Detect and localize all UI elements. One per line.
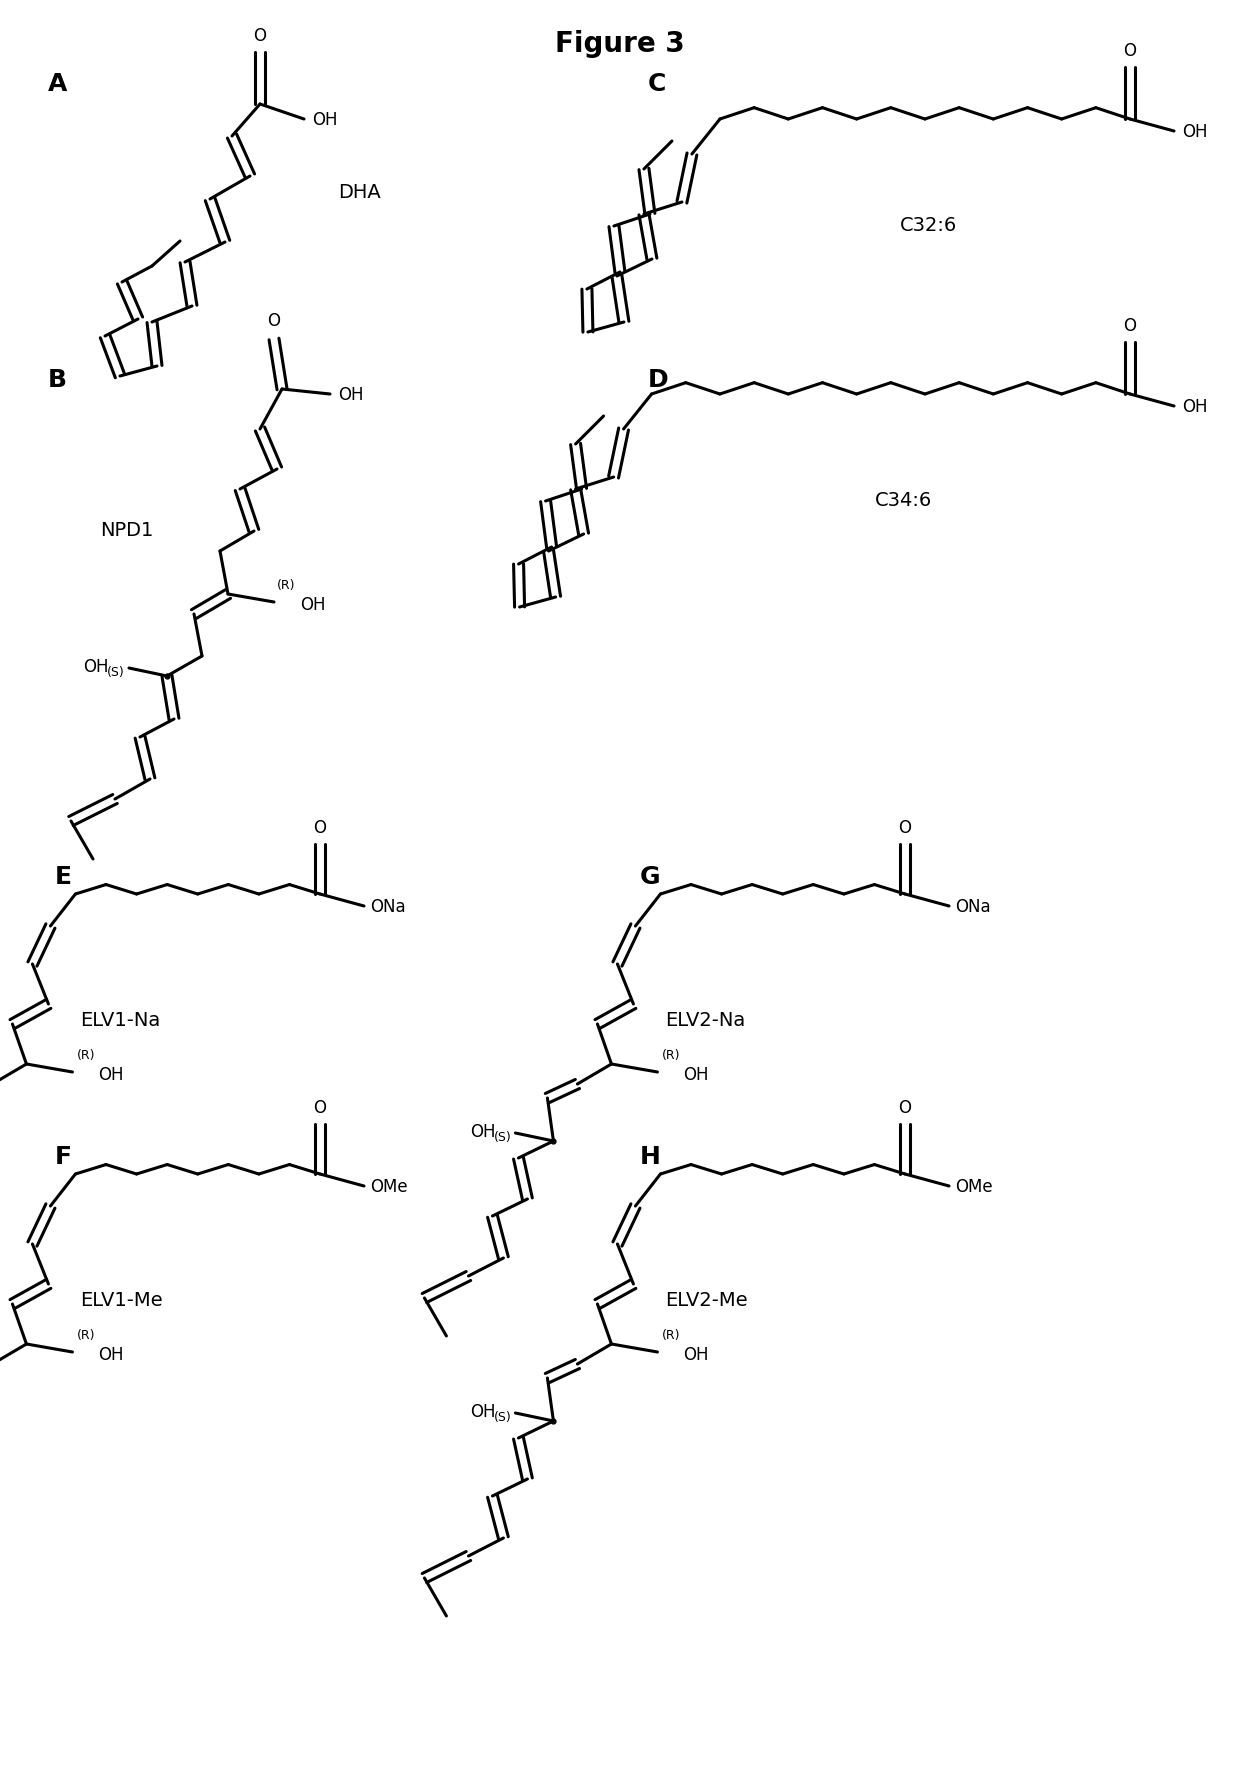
Text: C: C — [649, 72, 666, 97]
Text: OH: OH — [470, 1403, 496, 1420]
Text: NPD1: NPD1 — [100, 521, 154, 538]
Text: OH: OH — [98, 1066, 124, 1084]
Text: OH: OH — [83, 658, 109, 676]
Text: OMe: OMe — [370, 1177, 408, 1195]
Text: OH: OH — [1182, 397, 1208, 415]
Text: OH: OH — [339, 386, 363, 404]
Text: ELV2-Me: ELV2-Me — [665, 1290, 748, 1310]
Text: O: O — [1123, 41, 1137, 61]
Text: C32:6: C32:6 — [900, 215, 957, 234]
Text: OH: OH — [683, 1345, 709, 1363]
Text: ONa: ONa — [955, 898, 991, 916]
Text: O: O — [253, 27, 267, 45]
Text: OH: OH — [683, 1066, 709, 1084]
Text: O: O — [314, 819, 326, 837]
Text: ELV1-Me: ELV1-Me — [81, 1290, 162, 1310]
Text: (S): (S) — [494, 1410, 511, 1424]
Text: (S): (S) — [494, 1131, 511, 1143]
Text: D: D — [649, 369, 668, 392]
Text: ELV1-Na: ELV1-Na — [81, 1011, 160, 1029]
Text: OH: OH — [300, 596, 325, 614]
Text: OH: OH — [1182, 123, 1208, 141]
Text: DHA: DHA — [339, 182, 381, 202]
Text: (R): (R) — [77, 1048, 95, 1061]
Text: O: O — [268, 311, 280, 329]
Text: B: B — [48, 369, 67, 392]
Text: ELV2-Na: ELV2-Na — [665, 1011, 745, 1029]
Text: (S): (S) — [107, 666, 125, 678]
Text: G: G — [640, 864, 661, 889]
Text: (R): (R) — [77, 1327, 95, 1342]
Text: E: E — [55, 864, 72, 889]
Text: H: H — [640, 1145, 661, 1168]
Text: O: O — [899, 819, 911, 837]
Text: A: A — [48, 72, 67, 97]
Text: (R): (R) — [661, 1048, 680, 1061]
Text: OMe: OMe — [955, 1177, 993, 1195]
Text: OH: OH — [470, 1122, 496, 1140]
Text: O: O — [314, 1098, 326, 1116]
Text: O: O — [899, 1098, 911, 1116]
Text: ONa: ONa — [370, 898, 405, 916]
Text: OH: OH — [98, 1345, 124, 1363]
Text: O: O — [1123, 317, 1137, 335]
Text: (R): (R) — [277, 578, 295, 592]
Text: Figure 3: Figure 3 — [556, 30, 684, 57]
Text: C34:6: C34:6 — [875, 490, 932, 510]
Text: OH: OH — [312, 111, 337, 129]
Text: F: F — [55, 1145, 72, 1168]
Text: (R): (R) — [661, 1327, 680, 1342]
